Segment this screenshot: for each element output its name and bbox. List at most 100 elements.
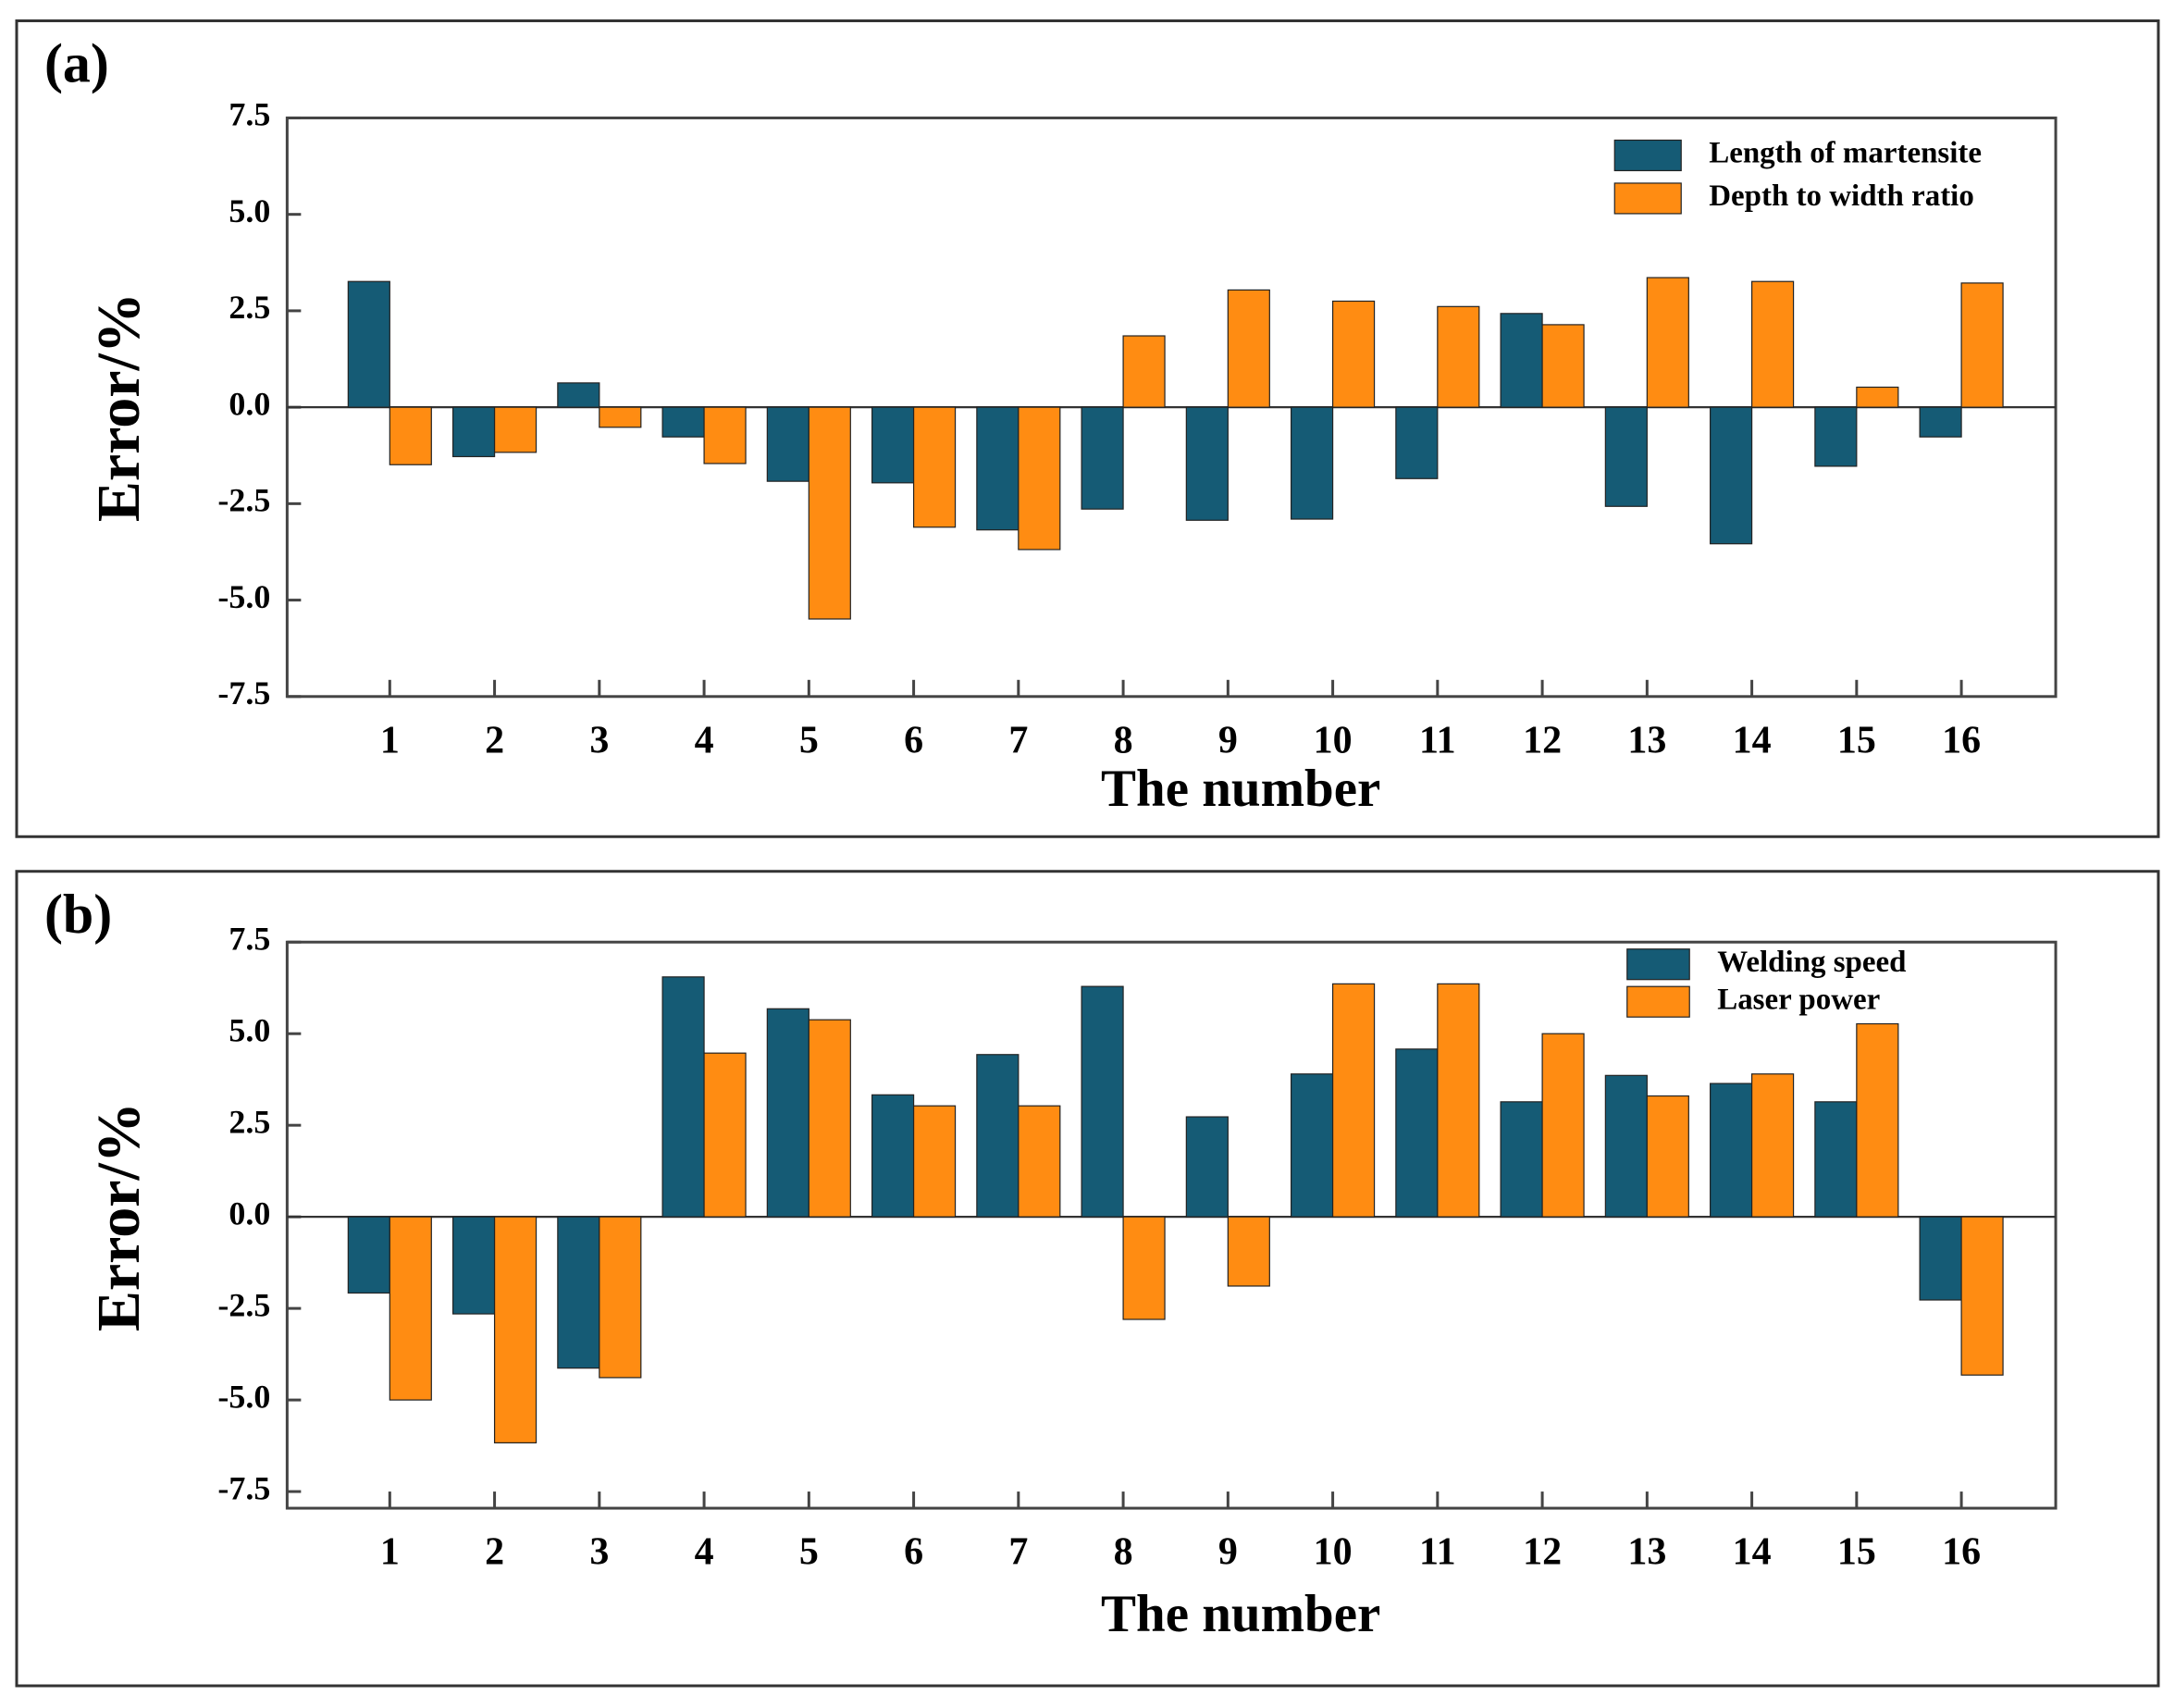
plot-frame: [285, 940, 2058, 1510]
y-tick-label: 2.5: [229, 1103, 270, 1140]
bar: [661, 406, 705, 438]
y-tick-label: -2.5: [217, 1286, 270, 1323]
panel-label: (a): [44, 33, 109, 94]
bar: [976, 406, 1020, 531]
x-tick-label: 9: [1218, 719, 1238, 761]
bar: [808, 406, 851, 620]
bar: [1018, 406, 1061, 551]
panel-label: (b): [44, 884, 112, 945]
bar: [1710, 406, 1753, 545]
x-tick-label: 12: [1523, 719, 1562, 761]
bar: [1122, 335, 1166, 408]
bar: [389, 1216, 432, 1401]
bar: [871, 406, 915, 484]
bar: [1395, 406, 1439, 479]
x-tick-label: 6: [904, 719, 923, 761]
bar: [557, 1216, 600, 1369]
bar: [1395, 1048, 1439, 1218]
bar: [1604, 1074, 1648, 1218]
y-tick-label: 0.0: [229, 385, 270, 422]
bar: [1227, 1216, 1270, 1287]
bar: [976, 1054, 1020, 1218]
bar: [1541, 1033, 1585, 1218]
x-tick-label: 13: [1627, 719, 1666, 761]
bar: [1710, 1083, 1753, 1218]
bar: [451, 406, 496, 458]
x-tick-label: 4: [695, 719, 714, 761]
bar: [912, 406, 957, 528]
bar: [493, 1216, 538, 1444]
bar: [1919, 406, 1962, 438]
x-tick-label: 10: [1314, 1531, 1353, 1574]
bar: [1500, 313, 1543, 408]
bar: [1750, 280, 1795, 408]
x-tick-label: 1: [380, 719, 400, 761]
bar: [1437, 305, 1480, 408]
y-tick-label: 2.5: [229, 289, 270, 326]
bar: [1541, 324, 1585, 408]
bar: [703, 406, 747, 464]
bar: [493, 406, 538, 453]
y-axis-label: Error/%: [85, 292, 153, 522]
y-tick-label: -7.5: [217, 1469, 270, 1506]
bar: [1331, 983, 1376, 1218]
bar: [599, 406, 642, 428]
bar: [1750, 1073, 1795, 1218]
bar: [912, 1105, 957, 1218]
bar: [1856, 1022, 1899, 1218]
legend-label: Length of martensite: [1709, 137, 1982, 170]
bar: [451, 1216, 496, 1315]
panel-frame: [15, 19, 2160, 838]
x-tick-label: 2: [485, 1531, 504, 1574]
x-tick-label: 16: [1942, 1531, 1981, 1574]
bar: [1604, 406, 1648, 507]
bar: [1081, 406, 1124, 510]
y-axis-label: Error/%: [85, 1102, 153, 1331]
x-tick-label: 11: [1419, 1531, 1456, 1574]
bar: [1081, 985, 1124, 1218]
legend-label: Laser power: [1717, 983, 1880, 1016]
x-tick-label: 10: [1314, 719, 1353, 761]
y-tick-label: -5.0: [217, 1378, 270, 1415]
x-tick-label: 7: [1008, 719, 1028, 761]
legend-swatch: [1626, 948, 1690, 981]
bar: [703, 1052, 747, 1218]
y-tick-label: -7.5: [217, 675, 270, 712]
y-tick-label: -2.5: [217, 482, 270, 519]
bar: [1185, 406, 1229, 521]
bar: [1814, 1101, 1858, 1218]
legend-swatch: [1613, 182, 1682, 215]
bar: [1646, 277, 1689, 408]
bar: [661, 976, 705, 1218]
x-axis-label: The number: [1101, 760, 1380, 818]
bar: [557, 382, 600, 408]
y-tick-label: 0.0: [229, 1194, 270, 1231]
bar: [347, 280, 390, 408]
x-tick-label: 16: [1942, 719, 1981, 761]
bar: [1960, 282, 2004, 408]
x-tick-label: 3: [589, 719, 609, 761]
x-tick-label: 8: [1114, 1531, 1133, 1574]
legend-swatch: [1626, 985, 1690, 1018]
bar: [871, 1094, 915, 1218]
legend-swatch: [1613, 139, 1682, 172]
bar: [1814, 406, 1858, 467]
bar: [599, 1216, 642, 1379]
x-tick-label: 8: [1114, 719, 1133, 761]
bar: [347, 1216, 390, 1294]
bar: [1919, 1216, 1962, 1301]
x-tick-label: 14: [1733, 719, 1772, 761]
bar: [389, 406, 432, 465]
bar: [1018, 1105, 1061, 1218]
x-tick-label: 12: [1523, 1531, 1562, 1574]
x-tick-label: 15: [1837, 719, 1876, 761]
x-tick-label: 9: [1218, 1531, 1238, 1574]
bar: [808, 1019, 851, 1218]
bar: [1291, 406, 1334, 520]
bar: [1291, 1073, 1334, 1218]
bar: [1227, 289, 1270, 408]
x-tick-label: 1: [380, 1531, 400, 1574]
x-tick-label: 4: [695, 1531, 714, 1574]
x-tick-label: 3: [589, 1531, 609, 1574]
